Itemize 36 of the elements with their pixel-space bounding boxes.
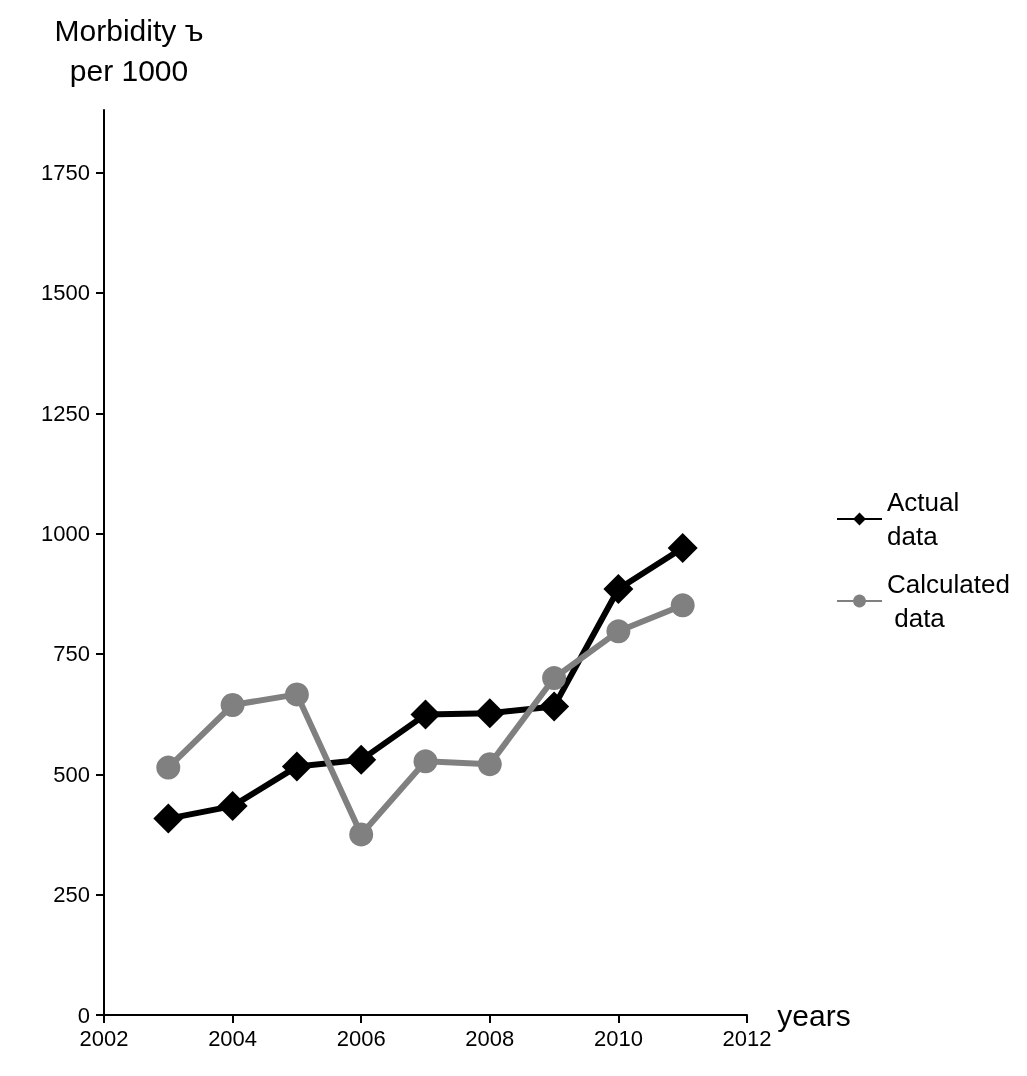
y-tick-label: 0: [77, 1002, 90, 1028]
y-axis-title: Morbidity ъ per 1000: [54, 13, 204, 87]
y-tick-label: 1750: [41, 160, 90, 186]
x-tick-label: 2004: [208, 1025, 258, 1051]
point: [413, 749, 438, 774]
point: [606, 619, 631, 644]
x-tick-label: 2012: [722, 1025, 772, 1051]
x-axis-title: years: [777, 998, 851, 1032]
point: [346, 744, 377, 775]
y-tick-label: 1000: [41, 521, 90, 547]
x-tick-label: 2006: [336, 1025, 386, 1051]
point: [603, 573, 634, 604]
y-tick-label: 250: [53, 882, 90, 908]
y-tick-label: 750: [53, 641, 90, 667]
point: [284, 682, 309, 707]
point: [667, 533, 698, 564]
point: [542, 666, 567, 691]
point: [410, 699, 441, 730]
x-tick-label: 2008: [465, 1025, 515, 1051]
y-tick-label: 1250: [41, 400, 90, 426]
x-tick-label: 2002: [79, 1025, 129, 1051]
point: [539, 691, 570, 722]
point: [220, 692, 245, 717]
legend-label: Calculated data: [887, 569, 1010, 633]
point: [474, 698, 505, 729]
point: [349, 822, 374, 847]
legend-label: Actual data: [887, 487, 967, 551]
x-tick-label: 2010: [593, 1025, 643, 1051]
y-tick-label: 500: [53, 761, 90, 787]
point: [153, 803, 184, 834]
point: [477, 752, 502, 777]
point: [670, 593, 695, 618]
y-tick-label: 1500: [41, 280, 90, 306]
point: [281, 751, 312, 782]
point: [217, 791, 248, 822]
point: [156, 755, 181, 780]
